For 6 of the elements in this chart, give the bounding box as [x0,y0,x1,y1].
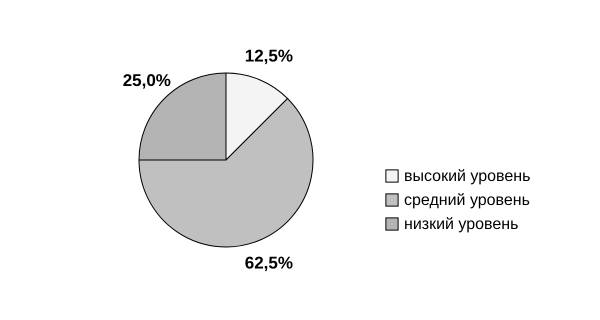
legend-label: высокий уровень [404,168,530,185]
data-label: 25,0% [122,70,171,90]
data-label: 62,5% [244,253,293,272]
legend-label: низкий уровень [404,216,518,233]
legend-label: средний уровень [404,192,530,209]
data-label: 12,5% [244,46,293,66]
